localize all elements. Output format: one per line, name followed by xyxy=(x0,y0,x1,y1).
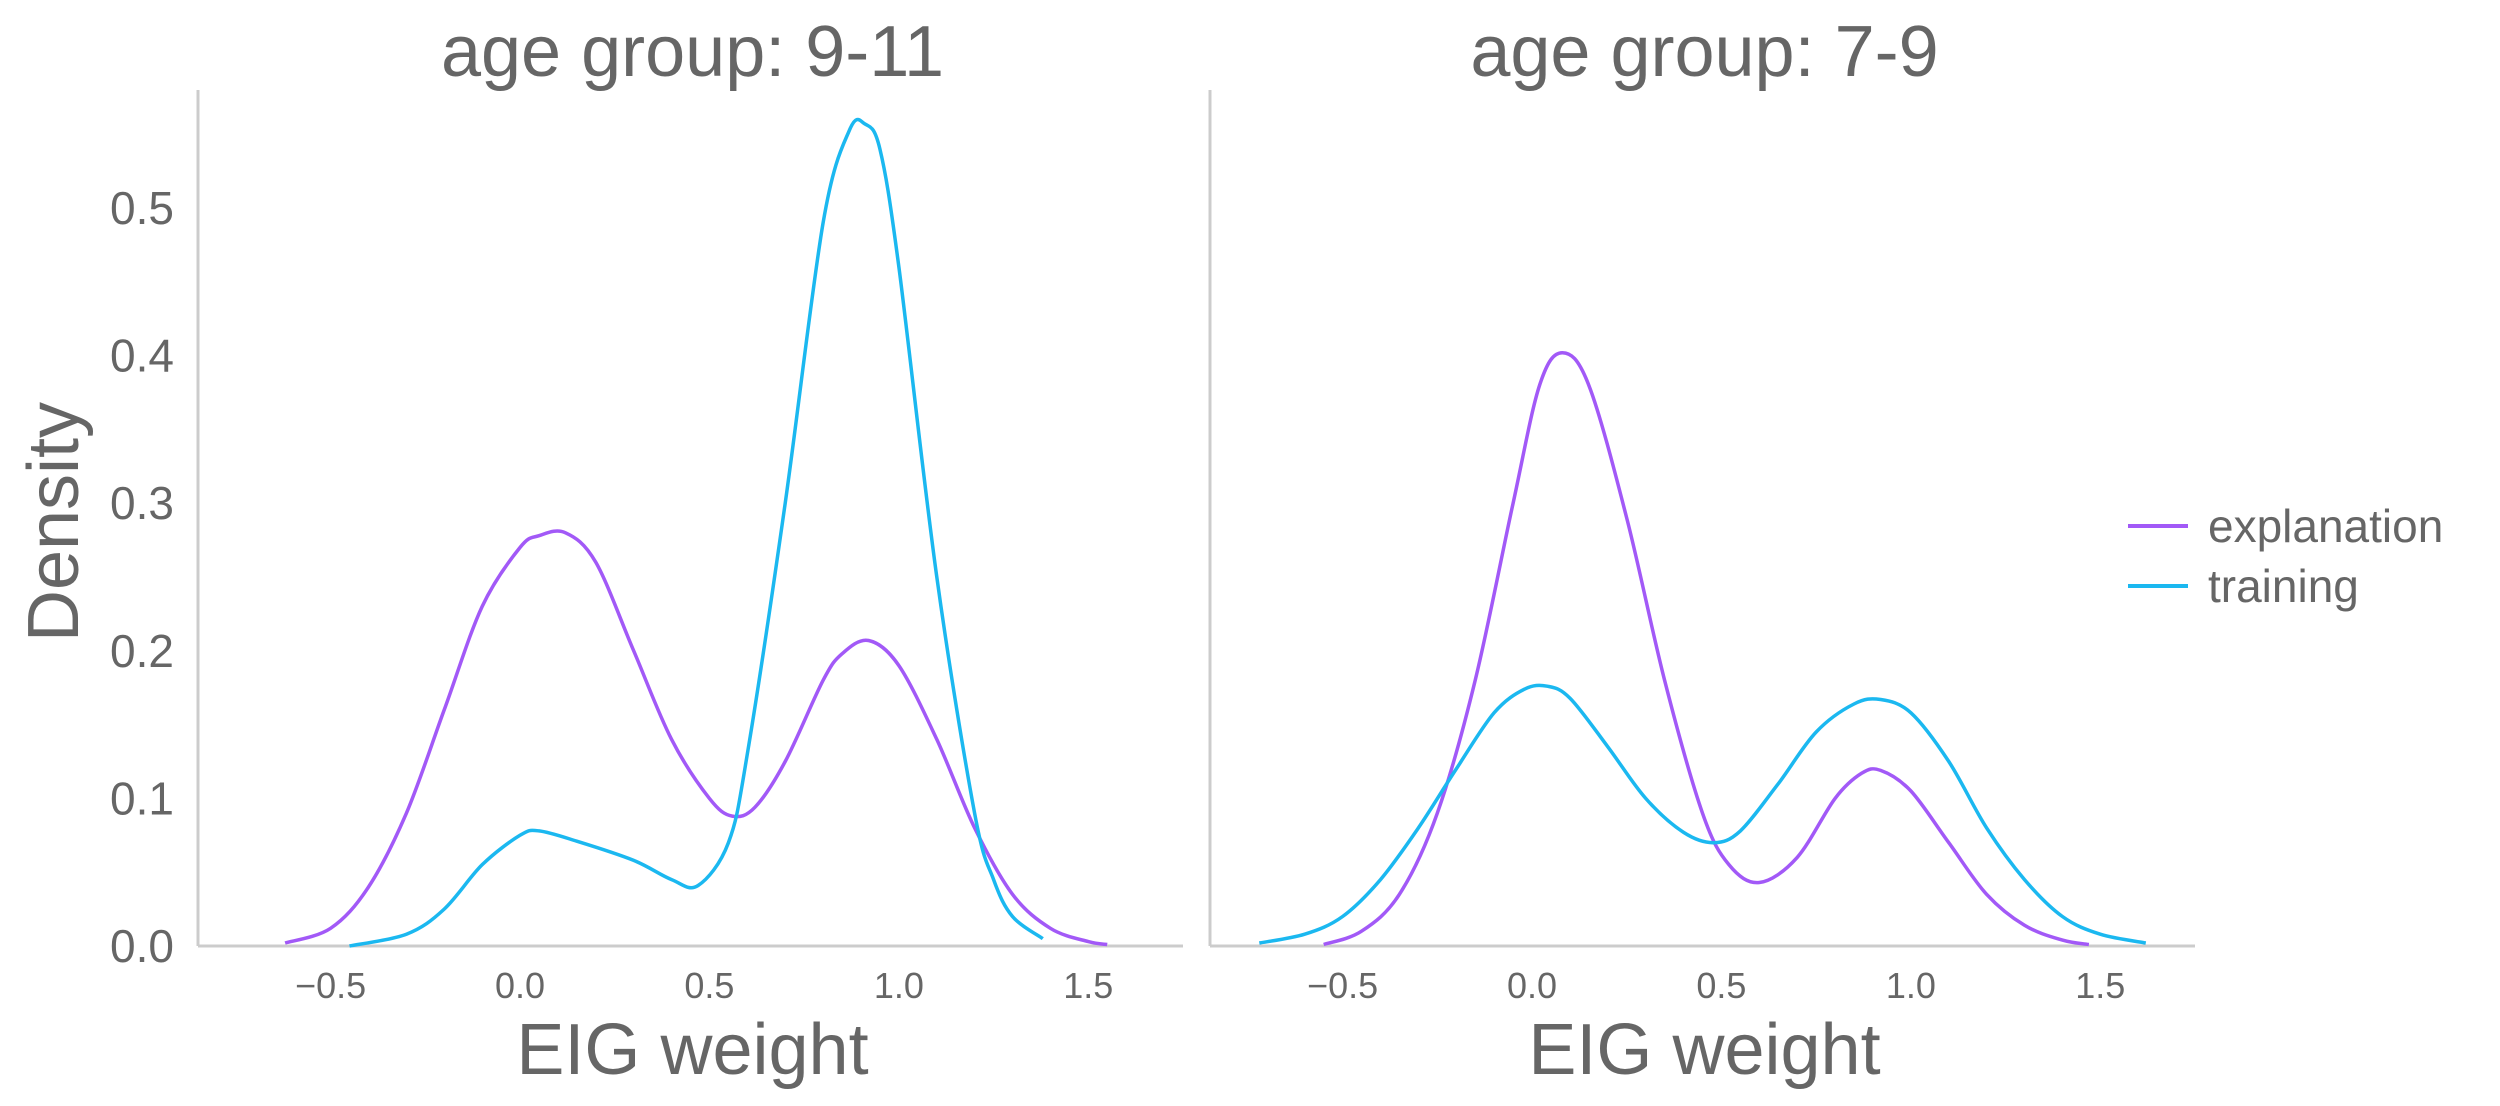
series-line-explanation xyxy=(1323,350,2090,947)
x-axis-label: EIG weight xyxy=(1528,1010,1880,1090)
x-tick-label: 1.0 xyxy=(874,965,924,1006)
panel-age-7-9: age group: 7-9 EIG weight −0.5 0.0 0.5 1.0 1.5 xyxy=(1208,12,2195,1090)
x-axis-label: EIG weight xyxy=(516,1010,868,1090)
panel-title: age group: 7-9 xyxy=(1470,12,1938,92)
x-tick-label: 0.5 xyxy=(1696,965,1746,1006)
panel-age-9-11: age group: 9-11 EIG weight −0.5 0.0 0.5 1.0 1.… xyxy=(110,12,1183,1090)
legend-label-training: training xyxy=(2208,560,2359,612)
panel-title: age group: 9-11 xyxy=(441,12,944,92)
legend-label-explanation: explanation xyxy=(2208,500,2443,552)
x-tick-label: 0.5 xyxy=(684,965,734,1006)
y-tick-label: 0.0 xyxy=(110,920,174,972)
y-tick-label: 0.1 xyxy=(110,772,174,824)
series-line-explanation xyxy=(284,529,1108,947)
x-tick-label: 1.0 xyxy=(1886,965,1936,1006)
x-tick-label: 1.5 xyxy=(1063,965,1113,1006)
y-tick-label: 0.4 xyxy=(110,330,174,382)
x-tick-label: 1.5 xyxy=(2075,965,2125,1006)
x-tick-label: 0.0 xyxy=(495,965,545,1006)
y-tick-label: 0.2 xyxy=(110,625,174,677)
y-tick-label: 0.3 xyxy=(110,477,174,529)
x-tick-label: −0.5 xyxy=(1307,965,1378,1006)
x-tick-label: −0.5 xyxy=(295,965,366,1006)
y-tick-label: 0.5 xyxy=(110,182,174,234)
x-tick-label: 0.0 xyxy=(1507,965,1557,1006)
legend: explanation training xyxy=(2128,500,2443,612)
series-line-training xyxy=(1258,683,2147,945)
y-axis-label: Density xyxy=(14,402,94,642)
series-line-training xyxy=(349,117,1044,948)
